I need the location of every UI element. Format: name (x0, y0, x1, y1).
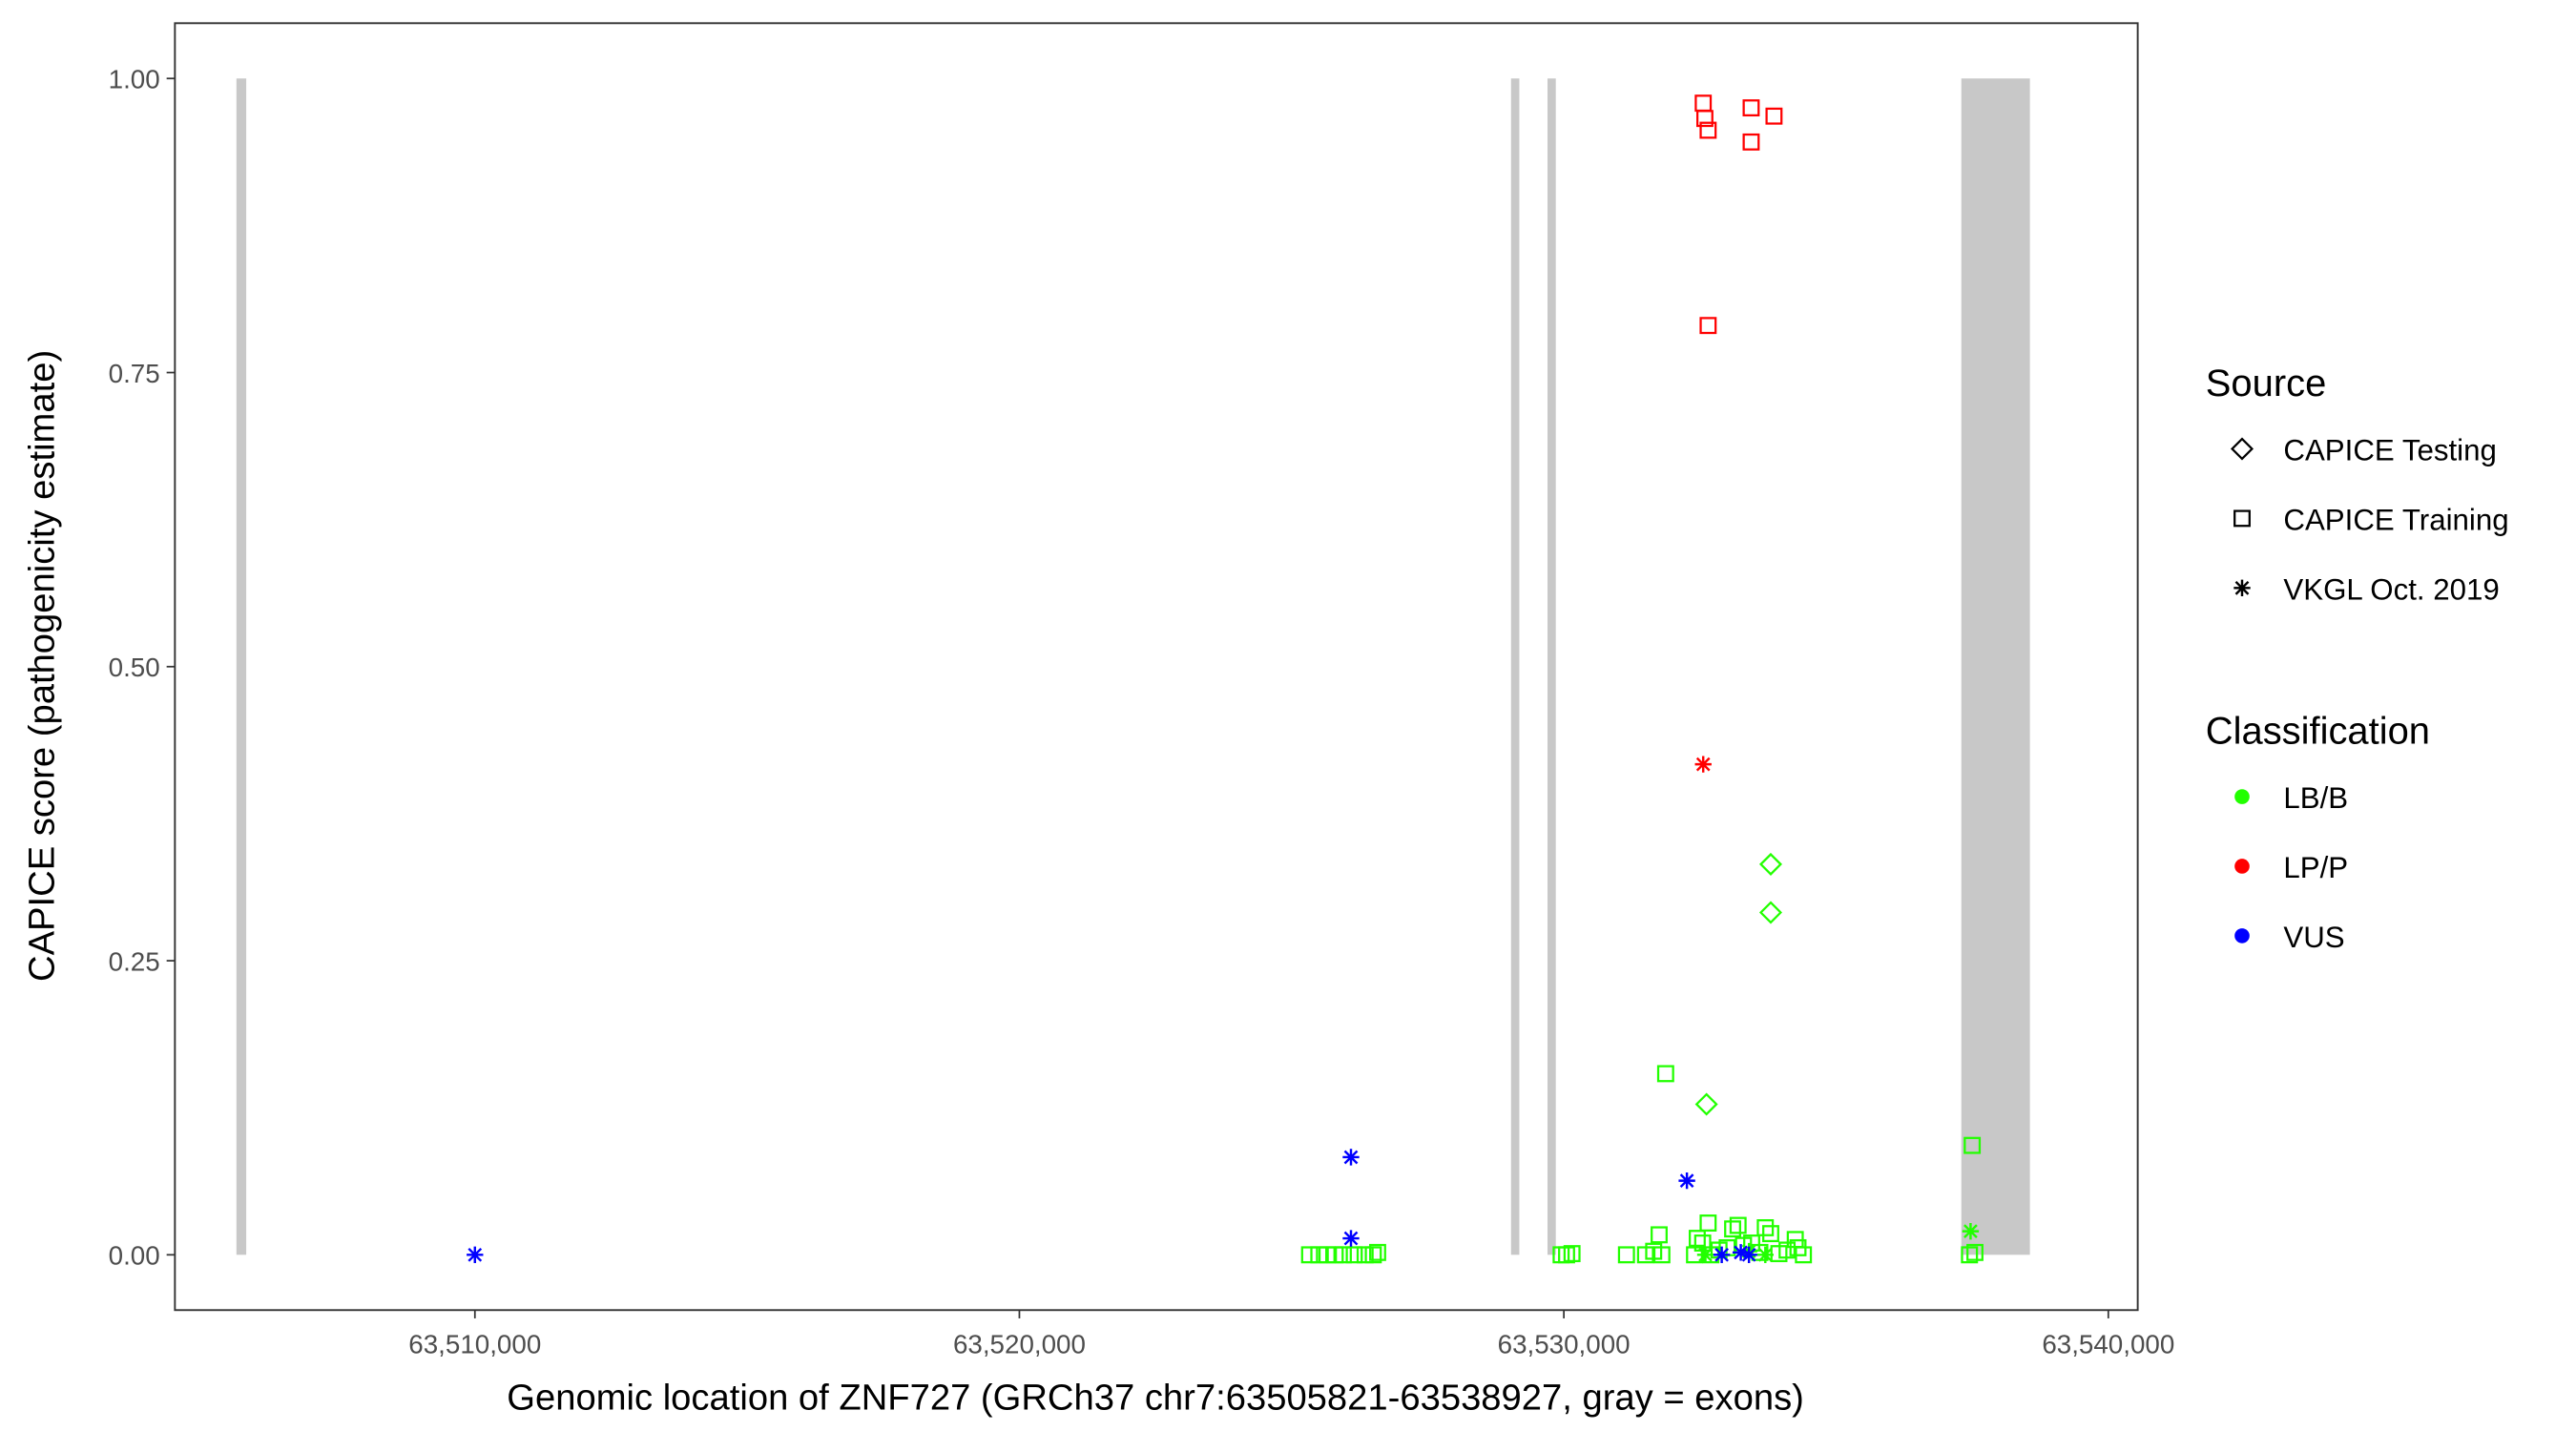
data-point-square (1742, 133, 1760, 151)
data-point-square (1699, 121, 1717, 139)
exon-band (1961, 78, 2030, 1255)
data-point-square (1651, 1226, 1668, 1244)
legend-classification-title: Classification (2206, 711, 2430, 753)
data-point-square (1656, 1065, 1674, 1083)
y-axis: 0.00 0.25 0.50 0.75 1.00 (109, 65, 176, 1271)
legend-source-label: VKGL Oct. 2019 (2283, 572, 2499, 606)
x-tick-label: 63,530,000 (1498, 1329, 1631, 1358)
x-axis-title: Genomic location of ZNF727 (GRCh37 chr7:… (507, 1377, 1804, 1418)
data-point-diamond (1758, 901, 1783, 924)
data-point-square (1300, 1246, 1319, 1264)
x-axis: 63,510,000 63,520,000 63,530,000 63,540,000 (408, 1310, 2174, 1358)
legend-asterisk-icon (2233, 579, 2251, 596)
legend: Source CAPICE Testing CAPICE Training VKGL… (2206, 363, 2509, 954)
data-point-asterisk (1740, 1246, 1757, 1263)
exon-band (236, 78, 247, 1255)
data-point-diamond (1694, 1092, 1718, 1116)
data-point-square (1756, 1219, 1775, 1236)
data-point-square (1729, 1216, 1747, 1234)
data-point-asterisk (1696, 1246, 1714, 1263)
legend-class-label: LP/P (2283, 851, 2348, 884)
data-point-square (1742, 99, 1760, 117)
exon-band (1548, 78, 1556, 1255)
data-point-square (1689, 1230, 1706, 1247)
legend-source-title: Source (2206, 363, 2327, 404)
y-tick-label: 0.75 (109, 359, 160, 388)
data-point-asterisk (1962, 1222, 1980, 1240)
data-point-square (1563, 1245, 1581, 1263)
data-point-square (1345, 1246, 1363, 1264)
data-point-square (1765, 107, 1783, 125)
legend-square-icon (2233, 509, 2251, 528)
legend-dot-icon (2234, 928, 2250, 944)
data-point-asterisk (1694, 756, 1712, 773)
data-point-asterisk (1342, 1230, 1360, 1247)
data-point-square (1617, 1246, 1635, 1264)
data-point-square (1724, 1220, 1741, 1238)
data-point-square (1364, 1246, 1382, 1264)
legend-source-label: CAPICE Testing (2283, 434, 2496, 467)
y-tick-label: 0.25 (109, 946, 160, 976)
data-point-square (1699, 317, 1717, 335)
legend-dot-icon (2234, 789, 2250, 804)
data-point-asterisk (1756, 1246, 1774, 1263)
data-point-square (1695, 110, 1714, 128)
plot-panel (175, 23, 2138, 1311)
data-points (467, 94, 1984, 1264)
data-point-square (1652, 1246, 1671, 1264)
legend-source-label: CAPICE Training (2283, 504, 2508, 537)
x-tick-label: 63,520,000 (953, 1329, 1086, 1358)
legend-diamond-icon (2230, 437, 2254, 461)
exon-band (1510, 78, 1520, 1255)
data-point-diamond (1758, 852, 1783, 876)
legend-dot-icon (2234, 859, 2250, 874)
data-point-square (1762, 1225, 1779, 1243)
data-point-asterisk (1342, 1149, 1360, 1166)
data-point-square (1558, 1246, 1575, 1264)
data-point-square (1963, 1136, 1982, 1154)
y-axis-title: CAPICE score (pathogenicity estimate) (22, 350, 63, 982)
data-point-square (1795, 1246, 1813, 1264)
legend-class-label: LB/B (2283, 781, 2348, 815)
data-point-asterisk (1713, 1246, 1731, 1263)
data-point-square (1961, 1246, 1979, 1264)
data-point-square (1699, 1214, 1717, 1232)
data-point-square (1966, 1243, 1984, 1261)
y-tick-label: 0.00 (109, 1241, 160, 1271)
data-point-square (1335, 1246, 1352, 1264)
exon-bands (236, 78, 2030, 1255)
x-tick-label: 63,540,000 (2042, 1329, 2174, 1358)
data-point-asterisk (467, 1246, 484, 1263)
data-point-square (1369, 1243, 1386, 1261)
y-tick-label: 1.00 (109, 65, 160, 94)
data-point-asterisk (1732, 1244, 1750, 1261)
x-tick-label: 63,510,000 (408, 1329, 541, 1358)
y-tick-label: 0.50 (109, 653, 160, 682)
data-point-asterisk (1678, 1172, 1695, 1190)
legend-class-label: VUS (2283, 921, 2344, 954)
